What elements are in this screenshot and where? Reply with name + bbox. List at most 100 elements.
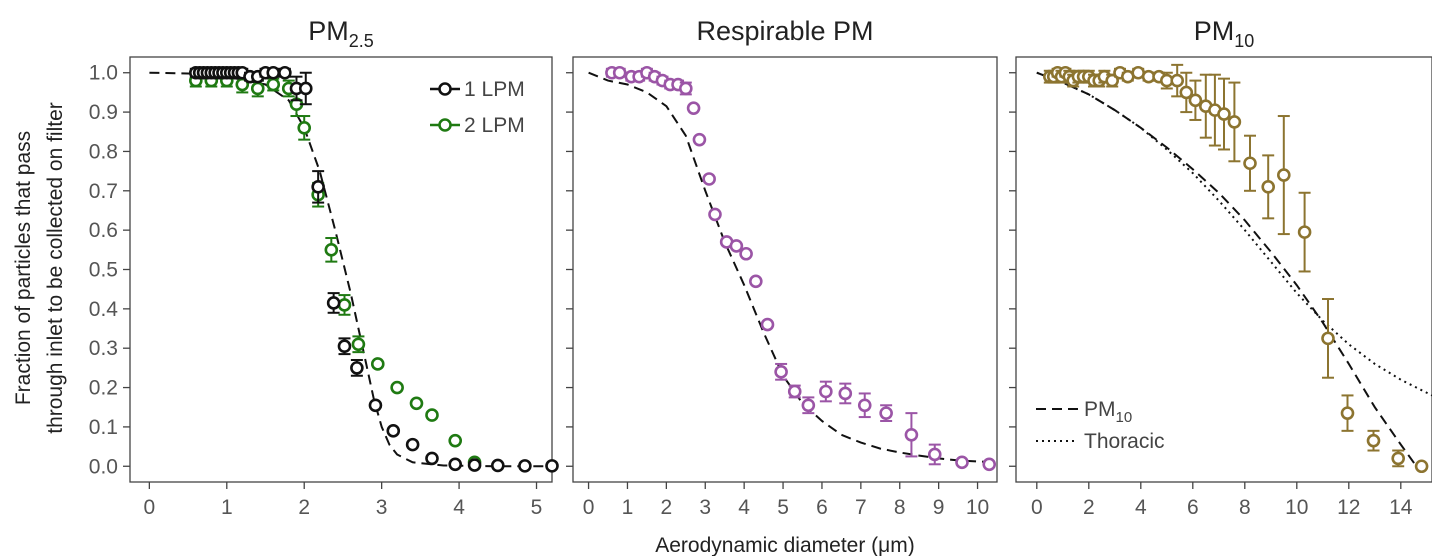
panel-title-main: Respirable PM <box>696 16 873 46</box>
data-point <box>1188 93 1203 108</box>
chart-panel-2: Respirable PM 0 1 2 3 4 5 6 7 8 9 10 <box>566 16 998 519</box>
series-1 <box>1043 63 1429 474</box>
x-tick-label: 2 <box>298 496 310 519</box>
panel-title: PM10 <box>1194 16 1255 51</box>
series-1 <box>605 65 997 472</box>
x-tick-label: 0 <box>144 496 156 519</box>
x-tick-label: 0 <box>1031 496 1043 519</box>
data-point <box>1321 331 1335 346</box>
data-point <box>311 180 325 194</box>
data-point <box>686 101 701 115</box>
panel-title-subscript: 2.5 <box>349 31 374 51</box>
data-point <box>1170 73 1184 88</box>
data-point <box>266 65 281 80</box>
data-point <box>774 365 788 379</box>
data-point <box>927 447 942 462</box>
y-tick-label: 0.3 <box>89 337 118 360</box>
legend-label: 1 LPM <box>464 78 525 101</box>
legend-label: PM10 <box>1084 398 1132 426</box>
x-tick-label: 8 <box>1239 496 1251 519</box>
x-tick-label: 2 <box>1083 496 1095 519</box>
data-point <box>324 243 339 257</box>
plot-frame <box>572 56 998 483</box>
data-point <box>1261 180 1275 194</box>
dashed-model-curve <box>1036 71 1418 467</box>
data-point <box>1391 451 1405 466</box>
x-tick-label: 10 <box>1285 496 1308 519</box>
data-point <box>467 458 482 472</box>
plot-frame <box>129 56 553 483</box>
x-tick-label: 10 <box>966 496 989 519</box>
data-point <box>425 408 439 422</box>
data-point <box>297 121 312 135</box>
x-tick-label: 6 <box>1187 496 1199 519</box>
x-tick-label: 2 <box>661 496 673 519</box>
y-axis-title-line1: Fraction of particles that pass <box>12 131 35 405</box>
data-point <box>1340 406 1355 420</box>
panel-title: PM2.5 <box>308 16 374 51</box>
data-point <box>409 396 424 411</box>
data-point <box>351 337 366 352</box>
data-point <box>298 81 313 96</box>
panels: PM2.50.00.10.20.30.40.50.60.70.80.91.00 1… <box>89 16 1432 519</box>
x-tick-label: 3 <box>376 496 388 519</box>
data-point <box>1243 156 1257 171</box>
x-tick-label: 4 <box>1135 496 1147 519</box>
data-point <box>448 457 463 472</box>
data-point <box>337 298 352 312</box>
x-tick-label: 4 <box>453 496 465 519</box>
x-tick-label: 12 <box>1337 496 1360 519</box>
data-point <box>1366 433 1381 448</box>
x-tick-label: 1 <box>622 496 634 519</box>
y-tick-label: 0.6 <box>89 219 118 242</box>
data-point <box>490 458 505 473</box>
data-point <box>390 380 404 395</box>
data-point <box>337 339 352 354</box>
y-tick-label: 1.0 <box>89 62 118 85</box>
data-point <box>692 132 707 147</box>
data-point <box>370 357 385 371</box>
legend-label-subscript: 10 <box>1116 409 1133 426</box>
legend-label: Thoracic <box>1084 430 1165 453</box>
x-tick-label: 3 <box>699 496 711 519</box>
legend-label: 2 LPM <box>464 114 525 137</box>
data-point <box>612 65 627 80</box>
y-tick-label: 0.5 <box>89 259 118 282</box>
legend-label-main: PM <box>1084 398 1116 421</box>
dashed-model-curve <box>588 71 998 464</box>
data-point <box>739 246 753 261</box>
data-point <box>679 81 693 96</box>
data-point <box>1277 168 1291 182</box>
data-point <box>982 457 997 472</box>
data-point <box>448 433 463 448</box>
x-tick-label: 7 <box>855 496 867 519</box>
legend-marker <box>438 82 452 96</box>
data-point <box>350 361 364 375</box>
data-point <box>760 317 775 332</box>
data-point <box>838 386 853 401</box>
data-point <box>425 451 439 466</box>
panel-title-main: PM <box>1194 16 1235 46</box>
y-tick-label: 0.8 <box>89 140 118 163</box>
data-point <box>368 398 383 413</box>
data-point <box>386 424 401 438</box>
data-point <box>266 77 281 92</box>
data-point <box>857 398 872 413</box>
data-point <box>1297 225 1312 239</box>
chart-panel-1: PM2.5 0.0 0.1 0.2 0.3 0.4 0.5 0.6 0.7 0.8 0.9 1.0 0 1… <box>89 16 559 519</box>
panel-title: Respirable PM <box>696 16 873 46</box>
x-tick-label: 14 <box>1389 496 1413 519</box>
data-point <box>405 437 420 452</box>
data-point <box>1217 107 1231 121</box>
data-point <box>1105 73 1119 88</box>
y-tick-label: 0.0 <box>89 455 118 478</box>
x-tick-label: 8 <box>894 496 906 519</box>
y-axis-title-line2: through inlet to be collected on filter <box>44 102 67 434</box>
x-tick-label: 1 <box>221 496 233 519</box>
panel-title-subscript: 10 <box>1234 31 1254 51</box>
y-tick-label: 0.4 <box>89 298 119 321</box>
data-point <box>787 384 802 399</box>
x-tick-label: 4 <box>738 496 750 519</box>
